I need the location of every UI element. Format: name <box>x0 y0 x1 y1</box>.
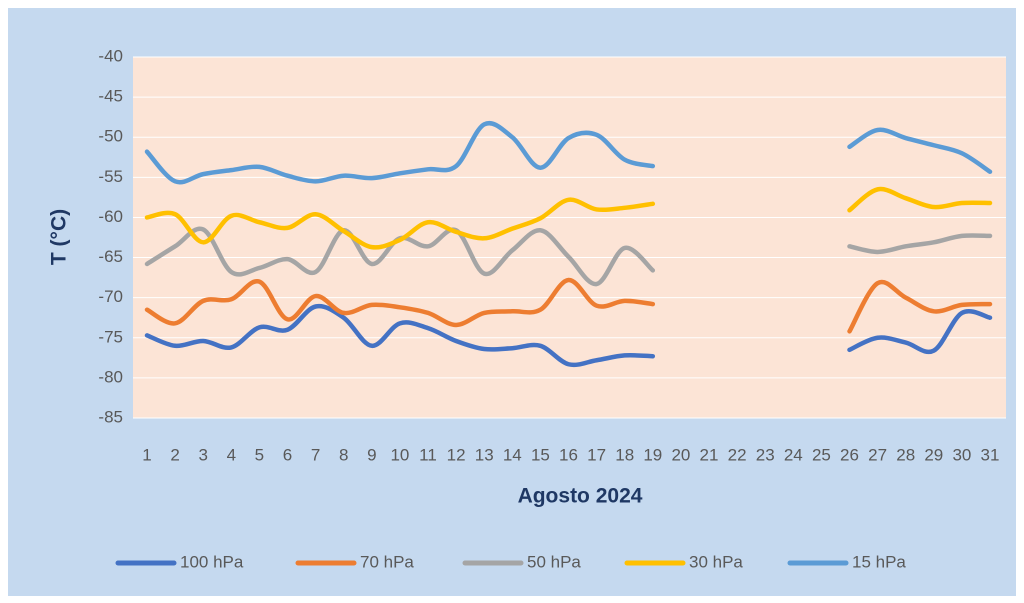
y-tick-label: -85 <box>98 407 123 426</box>
x-tick-label: 13 <box>475 445 494 464</box>
x-tick-label: 9 <box>367 445 376 464</box>
x-tick-label: 27 <box>868 445 887 464</box>
y-tick-label: -60 <box>98 207 123 226</box>
plot-area <box>133 57 1006 418</box>
x-tick-label: 3 <box>198 445 207 464</box>
legend-label: 50 hPa <box>527 552 581 571</box>
x-tick-label: 12 <box>447 445 466 464</box>
y-tick-label: -75 <box>98 327 123 346</box>
x-tick-label: 8 <box>339 445 348 464</box>
x-tick-label: 6 <box>283 445 292 464</box>
y-tick-label: -45 <box>98 87 123 106</box>
legend-label: 15 hPa <box>852 552 906 571</box>
y-axis-title: T (°C) <box>48 209 71 265</box>
x-tick-label: 24 <box>784 445 803 464</box>
y-tick-label: -50 <box>98 127 123 146</box>
x-tick-label: 30 <box>952 445 971 464</box>
x-tick-label: 16 <box>559 445 578 464</box>
x-tick-label: 29 <box>924 445 943 464</box>
y-tick-label: -70 <box>98 287 123 306</box>
x-tick-label: 10 <box>390 445 409 464</box>
x-axis-title: Agosto 2024 <box>518 485 643 508</box>
y-tick-label: -55 <box>98 167 123 186</box>
x-tick-label: 17 <box>587 445 606 464</box>
line-series <box>144 303 993 368</box>
x-tick-label: 4 <box>227 445 236 464</box>
line-series <box>144 121 993 185</box>
legend-label: 70 hPa <box>360 552 414 571</box>
x-tick-label: 18 <box>615 445 634 464</box>
x-tick-label: 23 <box>756 445 775 464</box>
x-tick-label: 31 <box>981 445 1000 464</box>
y-tick-label: -40 <box>98 46 123 65</box>
legend-label: 100 hPa <box>180 552 244 571</box>
x-tick-label: 7 <box>311 445 320 464</box>
x-tick-label: 11 <box>419 445 437 464</box>
x-tick-label: 5 <box>255 445 264 464</box>
x-tick-label: 20 <box>671 445 690 464</box>
x-tick-label: 2 <box>170 445 179 464</box>
y-tick-label: -80 <box>98 367 123 386</box>
x-tick-label: 21 <box>700 445 719 464</box>
line-series <box>144 277 993 334</box>
line-series <box>144 186 993 250</box>
x-tick-label: 22 <box>728 445 747 464</box>
x-tick-label: 28 <box>896 445 915 464</box>
x-tick-label: 26 <box>840 445 859 464</box>
x-tick-label: 15 <box>531 445 550 464</box>
legend-label: 30 hPa <box>689 552 743 571</box>
y-tick-label: -65 <box>98 247 123 266</box>
x-tick-label: 19 <box>643 445 662 464</box>
x-tick-label: 1 <box>142 445 151 464</box>
x-tick-label: 14 <box>503 445 522 464</box>
x-tick-label: 25 <box>812 445 831 464</box>
